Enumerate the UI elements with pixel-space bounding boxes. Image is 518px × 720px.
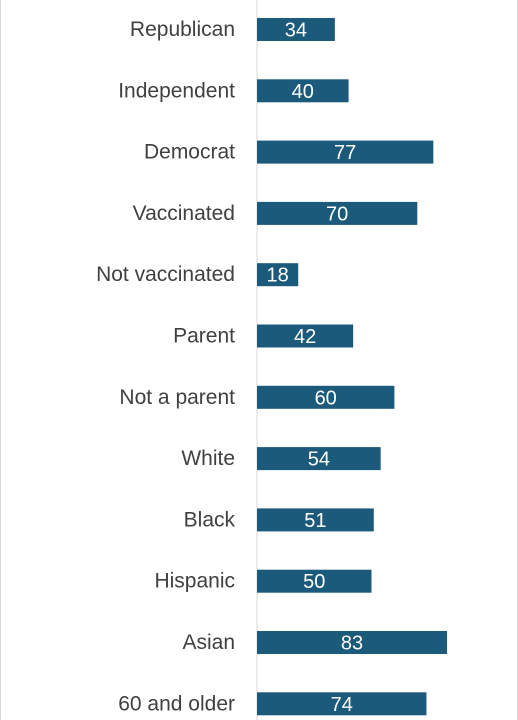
category-label: Vaccinated [133, 202, 235, 225]
category-label: Republican [130, 18, 235, 41]
bar [257, 692, 427, 716]
bar-group: Black 51 [184, 508, 374, 532]
category-label: Independent [118, 79, 235, 102]
bar-group: Vaccinated 70 [133, 201, 418, 225]
bar [257, 201, 418, 225]
category-label: Democrat [144, 141, 235, 164]
bar-group: Asian 83 [182, 631, 448, 655]
bar-value-label: 34 [285, 20, 307, 42]
bar-group: Not a parent 60 [119, 385, 395, 409]
category-label: Asian [182, 631, 235, 654]
bar-value-label: 77 [334, 142, 356, 164]
category-label: Parent [173, 325, 235, 348]
bar [257, 569, 372, 593]
category-label: Hispanic [154, 570, 235, 593]
bar-value-label: 70 [326, 203, 348, 225]
bar [257, 18, 335, 41]
category-label: Not vaccinated [96, 263, 235, 286]
category-label: Black [184, 508, 236, 531]
bar [257, 631, 448, 654]
category-label: Not a parent [119, 386, 235, 409]
bar-value-label: 74 [331, 694, 353, 716]
bar [257, 263, 299, 287]
bar-value-label: 51 [304, 510, 326, 532]
bar-group: Hispanic 50 [154, 569, 372, 593]
bar [257, 508, 374, 532]
bar-group: Independent 40 [118, 79, 349, 103]
bar [257, 140, 434, 164]
bar [257, 385, 395, 409]
bar [257, 447, 381, 471]
bar-value-label: 18 [266, 265, 288, 287]
bar-group: White 54 [181, 447, 381, 471]
category-label: White [181, 447, 235, 470]
bar-value-label: 40 [292, 81, 314, 103]
bar [257, 324, 354, 348]
category-label: 60 and older [118, 692, 235, 715]
bar-value-label: 42 [294, 326, 316, 348]
bar-value-label: 50 [303, 571, 325, 593]
bar-group: Republican 34 [130, 18, 335, 42]
bar-value-label: 54 [308, 449, 330, 471]
bar-value-label: 60 [315, 387, 337, 409]
bar-value-label: 83 [341, 633, 363, 655]
bar-group: Democrat 77 [144, 140, 434, 164]
bar [257, 79, 349, 103]
bar-group: 60 and older 74 [118, 692, 427, 716]
bar-group: Parent 42 [173, 324, 354, 348]
bar-group: Not vaccinated 18 [96, 263, 299, 287]
